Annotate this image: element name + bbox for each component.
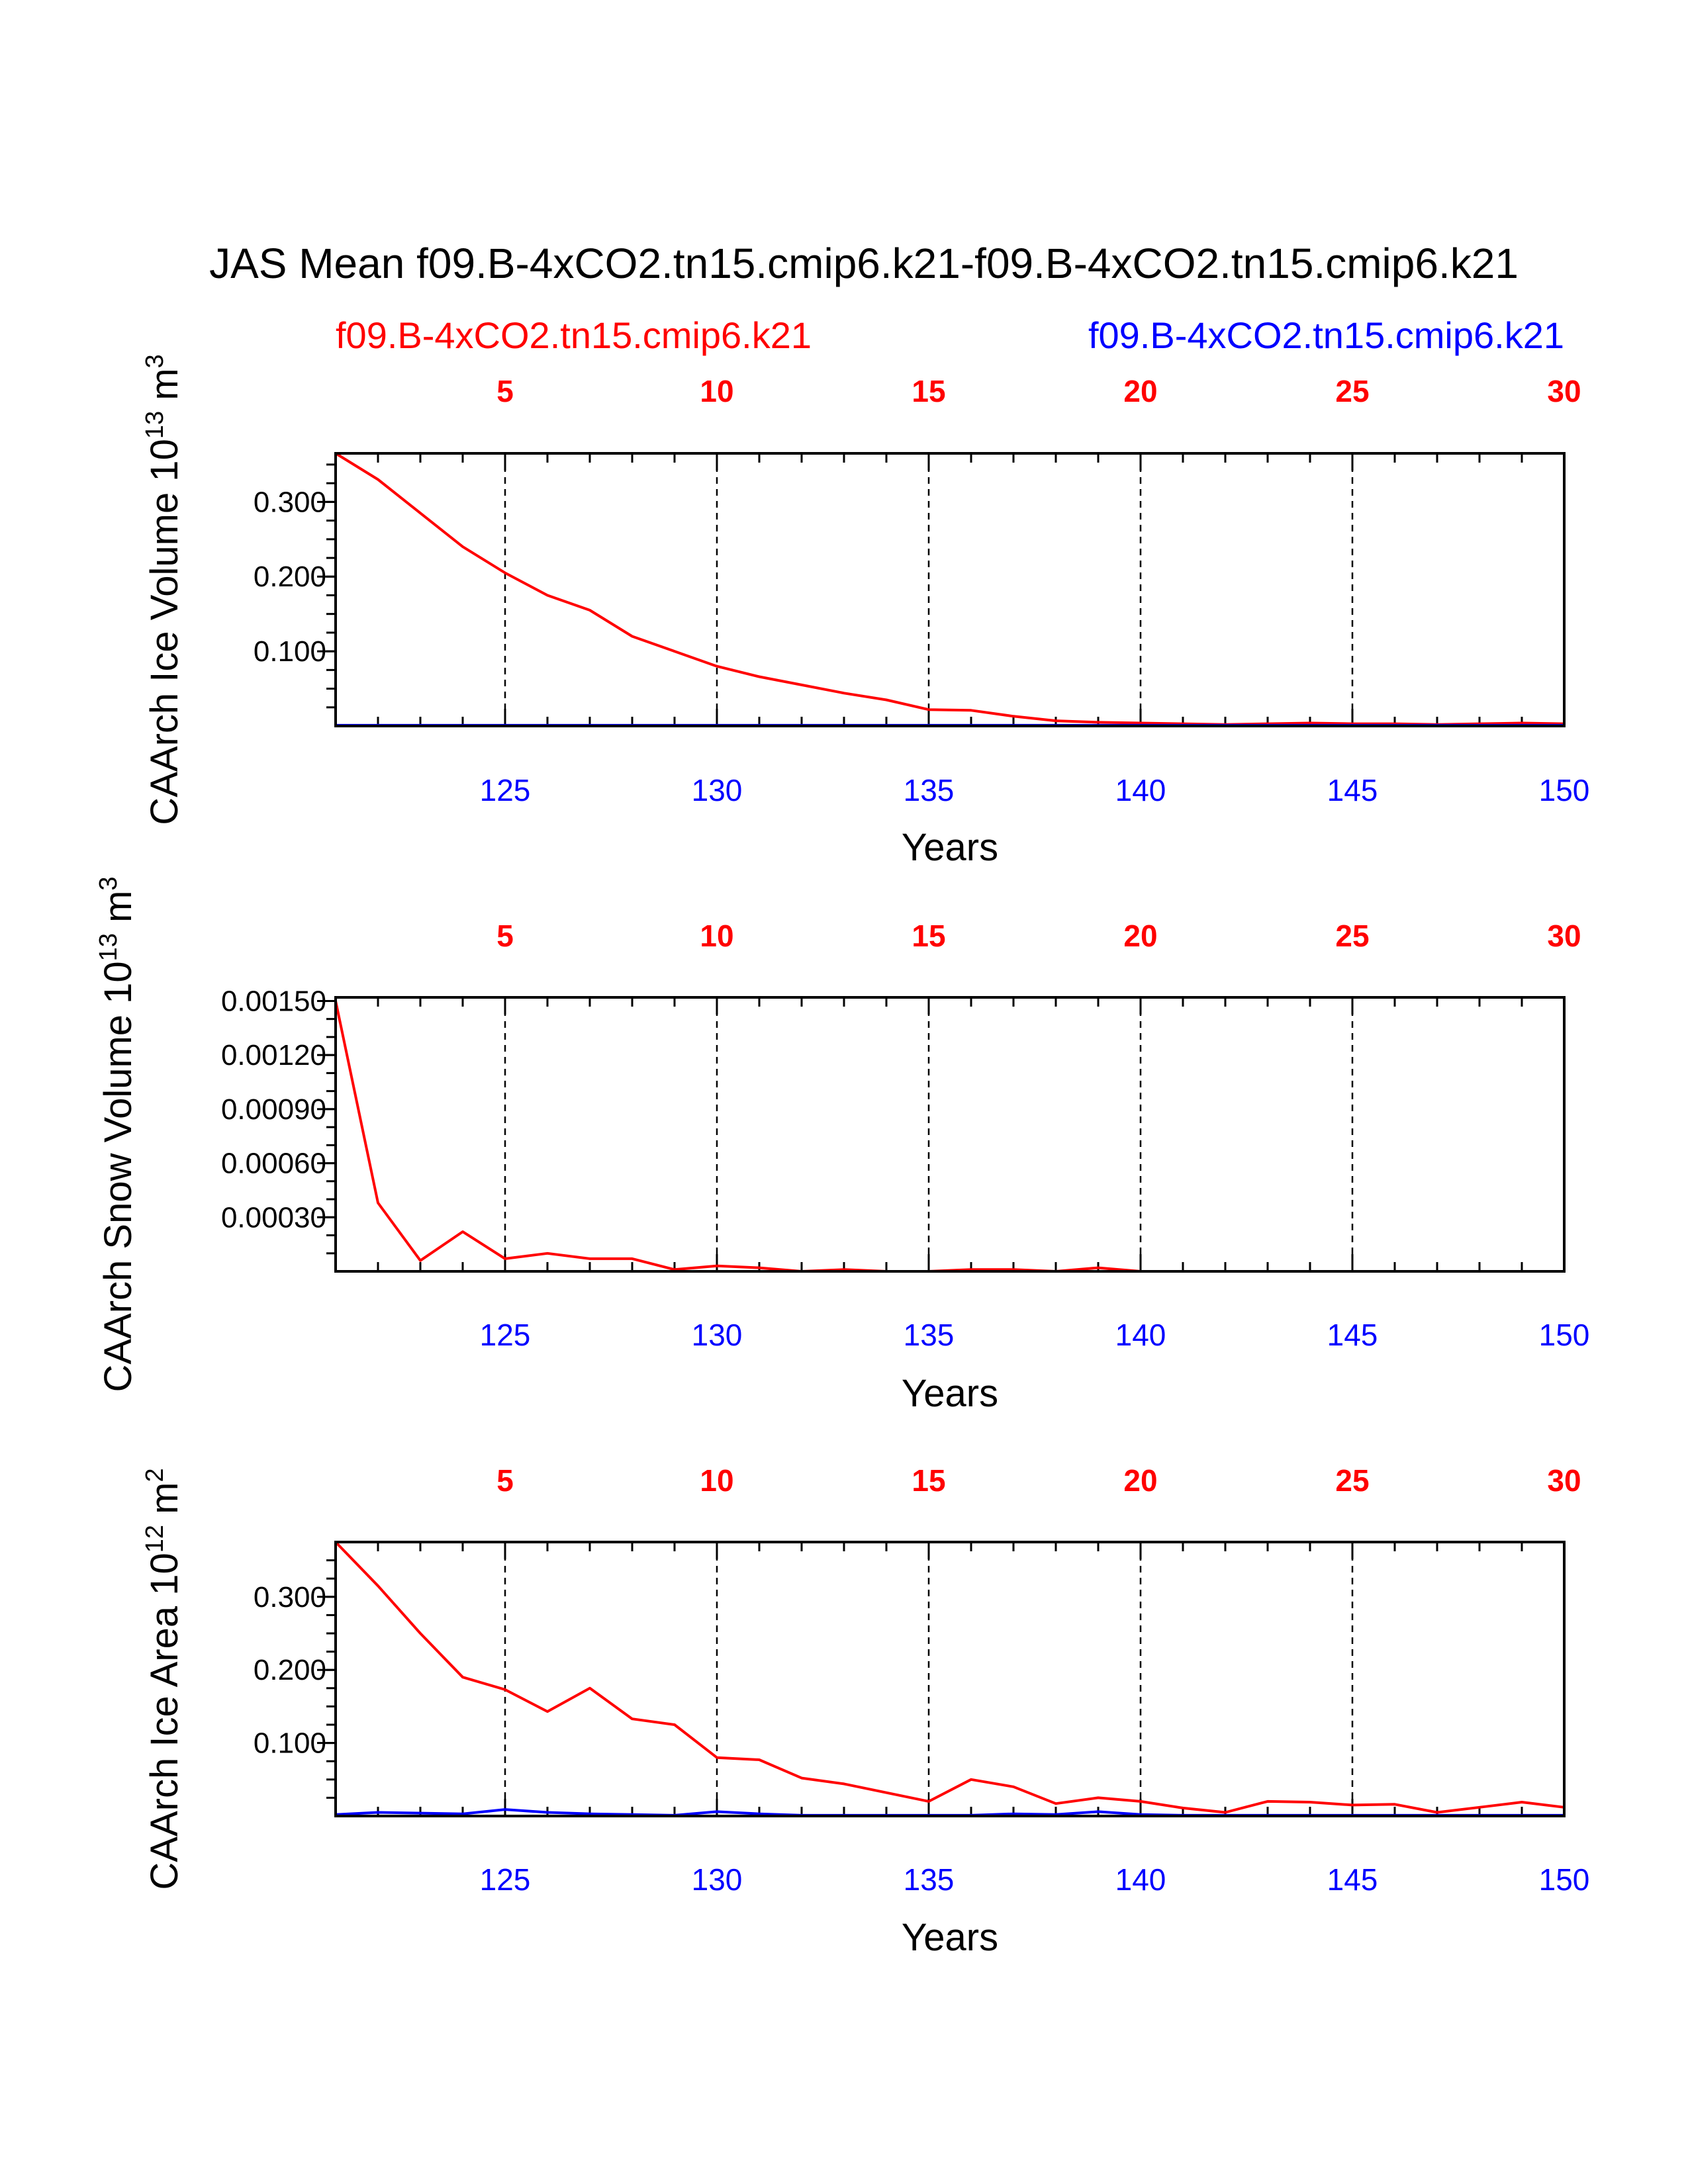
top-tick-label: 30 (1547, 919, 1581, 953)
y-tick-label: 0.300 (254, 486, 326, 518)
top-tick-label: 10 (700, 919, 733, 953)
bottom-tick-label: 150 (1539, 1862, 1590, 1897)
top-tick-label: 25 (1335, 374, 1369, 408)
y-tick-label: 0.200 (254, 561, 326, 593)
top-tick-label: 15 (912, 919, 945, 953)
series-line-case1 (334, 1541, 1565, 1814)
top-tick-label: 30 (1547, 1463, 1581, 1498)
bottom-tick-label: 150 (1539, 773, 1590, 807)
y-tick-label: 0.300 (254, 1581, 326, 1614)
x-axis-title: Years (902, 826, 998, 869)
y-tick-label: 0.100 (254, 1727, 326, 1760)
y-axis-title: CAArch Ice Area 1012 m2 (141, 1468, 186, 1889)
top-tick-label: 15 (912, 1463, 945, 1498)
case2-label: f09.B-4xCO2.tn15.cmip6.k21 (1088, 314, 1564, 356)
top-tick-label: 5 (496, 374, 514, 408)
chart-panels: 0.100 0.200 0.300 125 130 135 140 145 150 5 10 15 20… (95, 354, 1589, 1959)
series-line-case1 (334, 1000, 1564, 1273)
y-axis-title: CAArch Snow Volume 1013 m3 (95, 876, 140, 1392)
bottom-tick-label: 130 (692, 773, 743, 807)
bottom-tick-label: 135 (904, 1318, 955, 1352)
top-tick-label: 15 (912, 374, 945, 408)
bottom-tick-label: 145 (1327, 773, 1378, 807)
bottom-tick-label: 140 (1115, 1862, 1166, 1897)
y-tick-label: 0.200 (254, 1654, 326, 1686)
bottom-tick-label: 130 (692, 1862, 743, 1897)
y-axis-title: CAArch Ice Volume 1013 m3 (141, 354, 186, 825)
bottom-tick-label: 125 (480, 1862, 531, 1897)
y-tick-label: 0.00060 (221, 1148, 326, 1180)
series-line-case2 (335, 1808, 1564, 1817)
chart-panel-3: 0.100 0.200 0.300 125 130 135 140 145 150 5 10 15 20… (141, 1463, 1589, 1959)
bottom-tick-label: 150 (1539, 1318, 1590, 1352)
y-tick-label: 0.00150 (221, 985, 326, 1017)
bottom-tick-label: 135 (904, 773, 955, 807)
top-tick-label: 5 (496, 919, 514, 953)
plot-frame (334, 1541, 1566, 1817)
x-axis-title: Years (902, 1916, 998, 1959)
bottom-tick-label: 145 (1327, 1862, 1378, 1897)
plot-frame (334, 452, 1566, 727)
bottom-tick-label: 125 (480, 1318, 531, 1352)
y-tick-label: 0.00030 (221, 1201, 326, 1234)
top-tick-label: 20 (1123, 1463, 1157, 1498)
figure-title: JAS Mean f09.B-4xCO2.tn15.cmip6.k21-f09.… (209, 240, 1519, 287)
bottom-tick-label: 140 (1115, 1318, 1166, 1352)
top-tick-label: 25 (1335, 1463, 1369, 1498)
top-tick-label: 25 (1335, 919, 1369, 953)
top-tick-label: 30 (1547, 374, 1581, 408)
bottom-tick-label: 145 (1327, 1318, 1378, 1352)
y-tick-label: 0.00120 (221, 1039, 326, 1071)
case1-label: f09.B-4xCO2.tn15.cmip6.k21 (336, 314, 812, 356)
top-tick-label: 20 (1123, 919, 1157, 953)
bottom-tick-label: 140 (1115, 773, 1166, 807)
bottom-tick-label: 130 (692, 1318, 743, 1352)
top-tick-label: 20 (1123, 374, 1157, 408)
y-tick-label: 0.00090 (221, 1093, 326, 1126)
y-tick-label: 0.100 (254, 635, 326, 668)
x-axis-title: Years (902, 1372, 998, 1415)
series-line-case1 (334, 452, 1565, 726)
top-tick-label: 10 (700, 1463, 733, 1498)
top-tick-label: 5 (496, 1463, 514, 1498)
bottom-tick-label: 135 (904, 1862, 955, 1897)
chart-panel-2: 0.00030 0.00060 0.00090 0.00120 0.00150 125 13… (95, 876, 1589, 1415)
chart-panel-1: 0.100 0.200 0.300 125 130 135 140 145 150 5 10 15 20… (141, 354, 1589, 869)
top-tick-label: 10 (700, 374, 733, 408)
plot-frame (334, 996, 1566, 1273)
bottom-tick-label: 125 (480, 773, 531, 807)
